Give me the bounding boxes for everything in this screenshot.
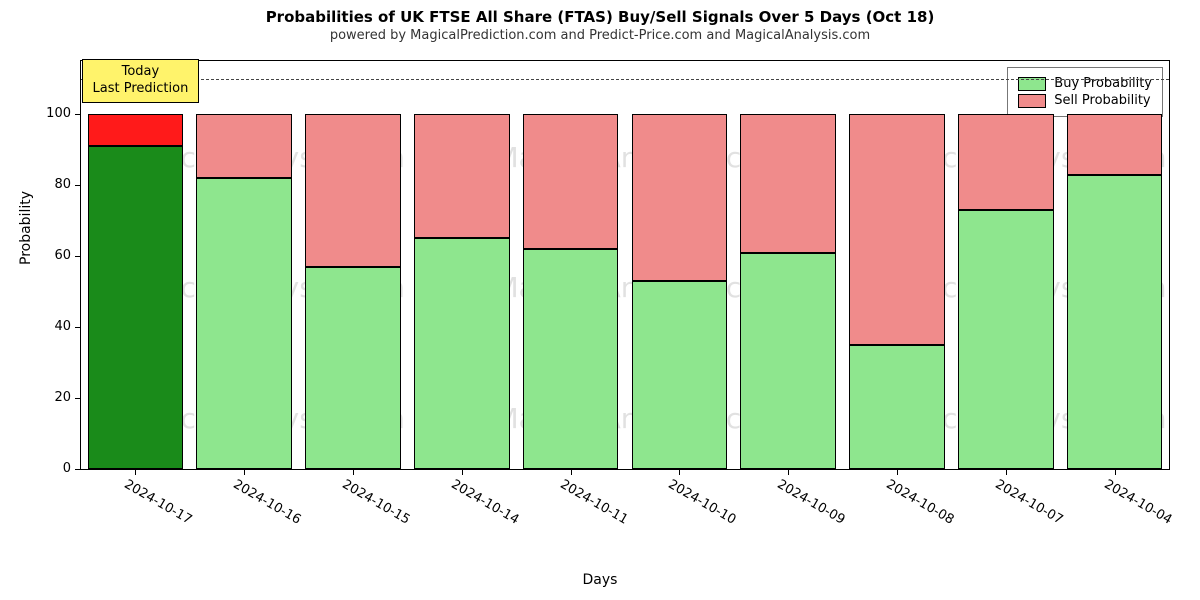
x-tick-label: 2024-10-14 bbox=[448, 477, 521, 528]
bar-buy bbox=[88, 146, 184, 469]
y-tick-mark bbox=[75, 256, 81, 257]
y-tick-label: 60 bbox=[31, 248, 71, 263]
y-tick-mark bbox=[75, 469, 81, 470]
y-tick-mark bbox=[75, 185, 81, 186]
plot-area: Buy Probability Sell Probability Magical… bbox=[80, 60, 1170, 470]
bar-group bbox=[305, 114, 401, 469]
guide-line bbox=[81, 79, 1169, 80]
bar-group bbox=[196, 114, 292, 469]
x-tick-mark bbox=[353, 469, 354, 475]
bar-sell bbox=[196, 114, 292, 178]
x-tick-label: 2024-10-16 bbox=[231, 477, 304, 528]
x-tick-mark bbox=[462, 469, 463, 475]
x-tick-mark bbox=[1115, 469, 1116, 475]
bar-buy bbox=[305, 267, 401, 469]
x-tick-mark bbox=[897, 469, 898, 475]
x-tick-mark bbox=[571, 469, 572, 475]
y-tick-label: 0 bbox=[31, 461, 71, 476]
bar-group bbox=[849, 114, 945, 469]
bar-group bbox=[414, 114, 510, 469]
bar-sell bbox=[958, 114, 1054, 210]
bar-sell bbox=[523, 114, 619, 249]
x-tick-label: 2024-10-11 bbox=[557, 477, 630, 528]
x-tick-mark bbox=[788, 469, 789, 475]
legend-item-sell: Sell Probability bbox=[1018, 93, 1152, 108]
bar-sell bbox=[414, 114, 510, 238]
x-tick-label: 2024-10-08 bbox=[884, 477, 957, 528]
bar-sell bbox=[849, 114, 945, 345]
y-tick-mark bbox=[75, 398, 81, 399]
x-tick-mark bbox=[135, 469, 136, 475]
chart-container: Probabilities of UK FTSE All Share (FTAS… bbox=[0, 0, 1200, 600]
x-tick-mark bbox=[679, 469, 680, 475]
legend-label-sell: Sell Probability bbox=[1054, 93, 1150, 108]
y-tick-label: 100 bbox=[31, 106, 71, 121]
y-tick-mark bbox=[75, 114, 81, 115]
x-tick-mark bbox=[244, 469, 245, 475]
bar-buy bbox=[632, 281, 728, 469]
y-tick-label: 40 bbox=[31, 319, 71, 334]
bar-buy bbox=[740, 253, 836, 469]
bar-group bbox=[958, 114, 1054, 469]
annotation-today: TodayLast Prediction bbox=[82, 59, 200, 103]
bar-sell bbox=[632, 114, 728, 281]
annotation-line2: Last Prediction bbox=[93, 81, 189, 98]
legend-swatch-sell bbox=[1018, 94, 1046, 108]
x-axis-label: Days bbox=[0, 572, 1200, 588]
bar-buy bbox=[196, 178, 292, 469]
bar-sell bbox=[88, 114, 184, 146]
annotation-line1: Today bbox=[93, 64, 189, 81]
legend: Buy Probability Sell Probability bbox=[1007, 67, 1163, 117]
bar-buy bbox=[414, 238, 510, 469]
bar-buy bbox=[523, 249, 619, 469]
x-tick-label: 2024-10-09 bbox=[775, 477, 848, 528]
bar-buy bbox=[849, 345, 945, 469]
x-tick-label: 2024-10-15 bbox=[340, 477, 413, 528]
bar-group bbox=[523, 114, 619, 469]
y-tick-label: 20 bbox=[31, 390, 71, 405]
x-tick-label: 2024-10-17 bbox=[122, 477, 195, 528]
x-tick-label: 2024-10-04 bbox=[1101, 477, 1174, 528]
bar-buy bbox=[958, 210, 1054, 469]
x-tick-mark bbox=[1006, 469, 1007, 475]
bar-group bbox=[1067, 114, 1163, 469]
bar-sell bbox=[740, 114, 836, 252]
chart-subtitle: powered by MagicalPrediction.com and Pre… bbox=[0, 28, 1200, 43]
y-tick-label: 80 bbox=[31, 177, 71, 192]
x-tick-label: 2024-10-10 bbox=[666, 477, 739, 528]
y-tick-mark bbox=[75, 327, 81, 328]
x-tick-label: 2024-10-07 bbox=[992, 477, 1065, 528]
bar-sell bbox=[305, 114, 401, 267]
bar-sell bbox=[1067, 114, 1163, 174]
bar-group bbox=[632, 114, 728, 469]
bar-buy bbox=[1067, 175, 1163, 469]
bar-group bbox=[88, 114, 184, 469]
chart-title: Probabilities of UK FTSE All Share (FTAS… bbox=[0, 0, 1200, 26]
bar-group bbox=[740, 114, 836, 469]
